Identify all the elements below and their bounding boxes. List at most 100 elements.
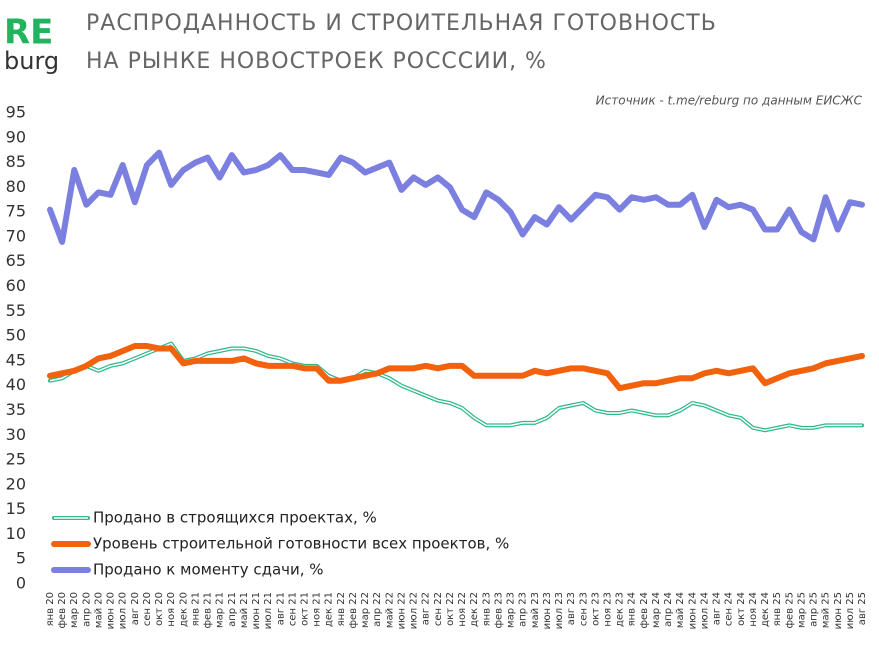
y-tick-label: 15 xyxy=(6,499,26,518)
x-tick-label: ноя 22 xyxy=(457,592,468,627)
x-tick-label: июн 23 xyxy=(542,592,553,629)
legend-label: Продано в строящихся проектах, % xyxy=(93,509,377,527)
x-tick-label: апр 20 xyxy=(81,592,92,627)
x-tick-label: май 24 xyxy=(675,592,686,628)
y-tick-label: 60 xyxy=(6,276,26,295)
x-tick-label: апр 23 xyxy=(518,592,529,627)
x-tick-label: сен 22 xyxy=(433,592,444,626)
y-tick-label: 55 xyxy=(6,301,26,320)
x-tick-label: дек 24 xyxy=(760,592,771,627)
series-line xyxy=(47,343,865,392)
x-tick-label: апр 24 xyxy=(663,592,674,627)
x-tick-label: янв 23 xyxy=(481,592,492,626)
x-tick-label: окт 23 xyxy=(590,592,601,626)
y-tick-label: 90 xyxy=(6,127,26,146)
x-tick-label: окт 22 xyxy=(445,592,456,626)
y-tick-label: 95 xyxy=(6,103,26,122)
x-tick-label: сен 20 xyxy=(142,592,153,626)
x-tick-label: фев 20 xyxy=(57,592,68,629)
x-tick-label: янв 20 xyxy=(45,592,56,626)
x-tick-label: май 25 xyxy=(821,592,832,628)
x-tick-label: май 22 xyxy=(384,592,395,628)
y-tick-label: 5 xyxy=(16,549,26,568)
x-tick-label: янв 24 xyxy=(627,592,638,626)
x-tick-label: авг 23 xyxy=(566,592,577,625)
y-tick-label: 10 xyxy=(6,524,26,543)
x-tick-label: мар 21 xyxy=(215,592,226,628)
x-tick-label: июн 20 xyxy=(106,592,117,629)
x-tick-label: июн 22 xyxy=(396,592,407,629)
x-tick-label: ноя 23 xyxy=(602,592,613,627)
y-tick-label: 50 xyxy=(6,326,26,345)
x-tick-label: апр 25 xyxy=(809,592,820,627)
x-tick-label: окт 20 xyxy=(154,592,165,626)
x-tick-label: окт 24 xyxy=(736,592,747,626)
source: Источник - t.me/reburg по данным ЕИСЖС xyxy=(596,94,863,108)
x-tick-label: фев 21 xyxy=(203,592,214,629)
x-tick-label: июл 23 xyxy=(554,592,565,629)
x-tick-label: фев 24 xyxy=(639,592,650,629)
chart-title: РАСПРОДАННОСТЬ И СТРОИТЕЛЬНАЯ ГОТОВНОСТЬ xyxy=(86,11,717,36)
y-tick-label: 80 xyxy=(6,177,26,196)
y-tick-label: 75 xyxy=(6,202,26,221)
y-tick-label: 40 xyxy=(6,375,26,394)
x-tick-label: фев 22 xyxy=(348,592,359,629)
x-tick-label: июн 25 xyxy=(833,592,844,629)
x-tick-label: май 21 xyxy=(239,592,250,628)
legend-label: Уровень строительной готовности всех про… xyxy=(93,535,509,553)
x-tick-label: сен 24 xyxy=(724,592,735,626)
x-tick-label: сен 23 xyxy=(578,592,589,626)
series-line xyxy=(47,149,865,245)
x-tick-label: мар 24 xyxy=(651,592,662,628)
x-tick-label: апр 22 xyxy=(372,592,383,627)
logo-top: RE xyxy=(4,13,53,53)
y-tick-label: 45 xyxy=(6,350,26,369)
x-tick-label: мар 22 xyxy=(360,592,371,628)
x-tick-label: дек 23 xyxy=(615,592,626,627)
x-tick-label: янв 25 xyxy=(772,592,783,626)
y-tick-label: 70 xyxy=(6,226,26,245)
x-tick-label: май 23 xyxy=(530,592,541,628)
x-tick-label: июл 25 xyxy=(845,592,856,629)
x-tick-label: авг 21 xyxy=(275,592,286,625)
x-tick-label: авг 20 xyxy=(130,592,141,625)
x-tick-label: дек 20 xyxy=(178,592,189,627)
x-tick-label: фев 25 xyxy=(784,592,795,629)
x-tick-label: дек 21 xyxy=(324,592,335,627)
x-tick-label: апр 21 xyxy=(227,592,238,627)
x-tick-label: июл 21 xyxy=(263,592,274,629)
y-tick-label: 25 xyxy=(6,450,26,469)
chart-title: НА РЫНКЕ НОВОСТРОЕК РОСССИИ, % xyxy=(86,49,547,74)
x-tick-label: ноя 21 xyxy=(312,592,323,627)
y-tick-label: 85 xyxy=(6,152,26,171)
x-tick-label: июн 21 xyxy=(251,592,262,629)
x-tick-label: фев 23 xyxy=(493,592,504,629)
x-tick-label: дек 22 xyxy=(469,592,480,627)
x-tick-label: июн 24 xyxy=(687,592,698,629)
x-tick-label: мар 23 xyxy=(506,592,517,628)
x-tick-label: окт 21 xyxy=(300,592,311,626)
x-tick-label: май 20 xyxy=(93,592,104,628)
x-tick-label: мар 25 xyxy=(796,592,807,628)
x-tick-label: авг 24 xyxy=(712,592,723,625)
y-tick-label: 30 xyxy=(6,425,26,444)
x-tick-label: июл 20 xyxy=(118,592,129,629)
y-tick-label: 65 xyxy=(6,251,26,270)
x-tick-label: авг 25 xyxy=(857,592,868,625)
x-tick-label: янв 21 xyxy=(190,592,201,626)
y-tick-label: 0 xyxy=(16,574,26,593)
x-tick-label: ноя 24 xyxy=(748,592,759,627)
x-tick-label: авг 22 xyxy=(421,592,432,625)
x-tick-label: сен 21 xyxy=(287,592,298,626)
y-tick-label: 35 xyxy=(6,400,26,419)
x-tick-label: ноя 20 xyxy=(166,592,177,627)
y-tick-label: 20 xyxy=(6,474,26,493)
x-tick-label: июл 22 xyxy=(409,592,420,629)
x-tick-label: июл 24 xyxy=(699,592,710,629)
x-tick-label: янв 22 xyxy=(336,592,347,626)
series-line-inner xyxy=(49,342,862,432)
legend-label: Продано к моменту сдачи, % xyxy=(93,561,324,579)
x-tick-label: мар 20 xyxy=(69,592,80,628)
logo-bottom: burg xyxy=(4,47,59,75)
